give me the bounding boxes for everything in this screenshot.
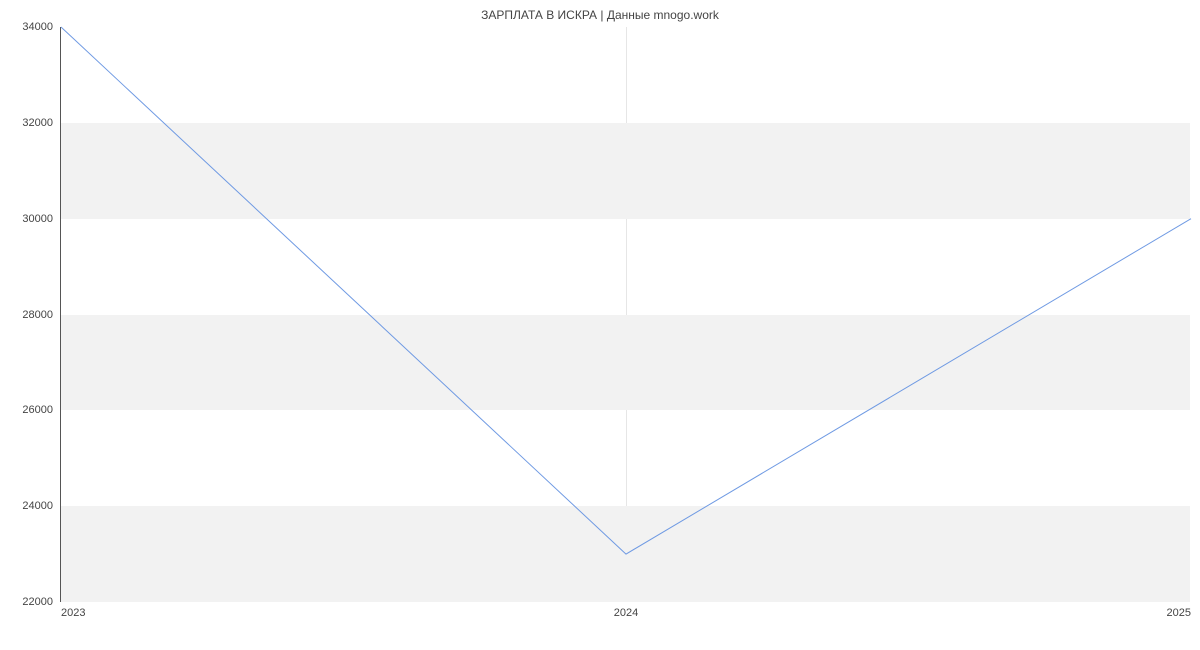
y-tick-label: 30000 <box>22 213 53 225</box>
salary-line-chart: ЗАРПЛАТА В ИСКРА | Данные mnogo.work 220… <box>0 0 1200 650</box>
y-tick-label: 32000 <box>22 117 53 129</box>
y-tick-label: 28000 <box>22 309 53 321</box>
chart-title: ЗАРПЛАТА В ИСКРА | Данные mnogo.work <box>0 8 1200 22</box>
y-tick-label: 26000 <box>22 404 53 416</box>
y-tick-label: 22000 <box>22 596 53 608</box>
y-tick-label: 24000 <box>22 500 53 512</box>
series-line <box>61 27 1191 602</box>
x-tick-label: 2025 <box>1167 607 1191 619</box>
y-tick-label: 34000 <box>22 21 53 33</box>
x-tick-label: 2023 <box>61 607 85 619</box>
series-path-salary <box>61 27 1191 554</box>
plot-area: 2200024000260002800030000320003400020232… <box>60 27 1190 602</box>
x-tick-label: 2024 <box>614 607 638 619</box>
